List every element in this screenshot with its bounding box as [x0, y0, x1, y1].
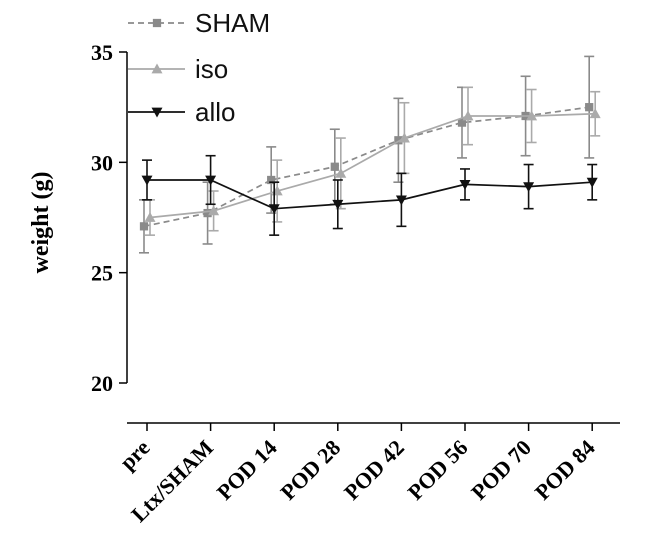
series-sham [139, 55, 595, 254]
y-tick-label: 35 [91, 40, 113, 65]
legend-label: SHAM [195, 8, 270, 38]
legend-marker [151, 63, 163, 74]
x-tick-label: POD 14 [212, 435, 282, 505]
data-point [332, 199, 344, 210]
legend-marker [152, 18, 162, 28]
data-point [203, 208, 212, 218]
data-point [205, 175, 217, 186]
data-point [462, 110, 474, 121]
data-point [208, 205, 220, 216]
x-tick-label: POD 70 [466, 435, 536, 505]
legend: SHAM iso allo [128, 8, 270, 127]
series-allo [141, 154, 598, 236]
y-tick-label: 20 [91, 371, 113, 396]
data-point [335, 167, 347, 178]
data-point [267, 175, 276, 185]
x-tick-label: POD 56 [403, 435, 473, 505]
legend-label: iso [195, 54, 228, 84]
legend-item-iso: iso [128, 54, 228, 84]
series-iso [144, 86, 601, 236]
y-axis-title: weight (g) [28, 172, 54, 274]
data-point [394, 136, 403, 145]
data-point [139, 222, 149, 231]
data-point [457, 118, 467, 127]
data-point [330, 162, 339, 171]
data-point [526, 110, 538, 121]
legend-label: allo [195, 97, 235, 127]
series-line [147, 179, 593, 210]
x-tick-label: pre [115, 435, 155, 475]
y-tick-label: 25 [91, 261, 113, 286]
y-tick-label: 30 [91, 150, 113, 175]
data-point [268, 204, 280, 215]
data-point [586, 177, 598, 188]
data-point [585, 103, 594, 112]
legend-item-sham: SHAM [128, 8, 270, 38]
data-point [144, 212, 156, 222]
x-tick-label: POD 84 [530, 435, 600, 505]
legend-item-allo: allo [128, 97, 235, 127]
legend-marker [151, 107, 163, 118]
data-point [395, 195, 407, 206]
y-axis: 20 25 30 35 [91, 40, 128, 396]
x-tick-label: POD 28 [275, 435, 345, 505]
series-line [149, 112, 596, 219]
data-point [141, 175, 153, 186]
data-point [459, 180, 471, 190]
data-point [589, 108, 601, 119]
data-point [398, 132, 410, 143]
data-point [523, 182, 535, 193]
x-tick-label: POD 42 [339, 435, 409, 505]
series-layer [139, 55, 601, 254]
